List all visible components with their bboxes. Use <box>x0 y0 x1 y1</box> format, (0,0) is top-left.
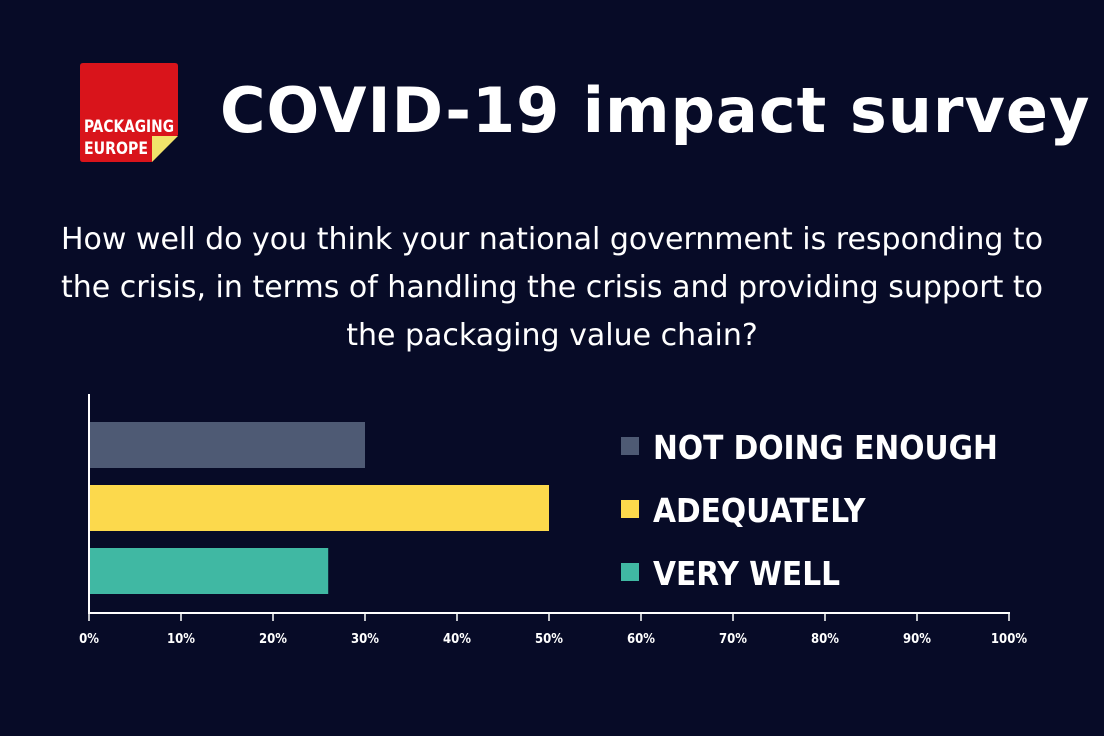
logo-line1: PACKAGING <box>84 117 174 137</box>
chart-legend: NOT DOING ENOUGH ADEQUATELY VERY WELL <box>621 428 998 593</box>
x-tick-label: 0% <box>79 632 99 647</box>
x-tick-label: 70% <box>719 632 747 647</box>
bar-not-doing-enough <box>89 422 365 468</box>
x-tick-label: 10% <box>167 632 195 647</box>
x-tick-label: 20% <box>259 632 287 647</box>
page-title: COVID-19 impact survey <box>220 74 1091 147</box>
packaging-europe-logo: PACKAGING EUROPE <box>80 63 178 162</box>
bars-group <box>89 422 549 594</box>
x-tick-label: 50% <box>535 632 563 647</box>
x-tick-label: 40% <box>443 632 471 647</box>
survey-question: How well do you think your national gove… <box>60 222 1044 353</box>
legend-swatch <box>621 437 639 455</box>
legend-swatch <box>621 500 639 518</box>
bar-very-well <box>89 548 329 594</box>
x-tick-label: 100% <box>991 632 1027 647</box>
legend-label: VERY WELL <box>653 554 840 593</box>
x-axis-ticks: 0% 10% 20% 30% 40% 50% 60% 70% 80% 90% 100% <box>79 613 1027 647</box>
x-tick-label: 60% <box>627 632 655 647</box>
legend-label: NOT DOING ENOUGH <box>653 428 998 467</box>
x-tick-label: 80% <box>811 632 839 647</box>
legend-swatch <box>621 563 639 581</box>
bar-adequately <box>89 485 549 531</box>
x-tick-label: 90% <box>903 632 931 647</box>
logo-line2: EUROPE <box>84 139 148 159</box>
x-tick-label: 30% <box>351 632 379 647</box>
legend-label: ADEQUATELY <box>653 491 866 530</box>
logo-yellow-fold <box>152 136 178 162</box>
